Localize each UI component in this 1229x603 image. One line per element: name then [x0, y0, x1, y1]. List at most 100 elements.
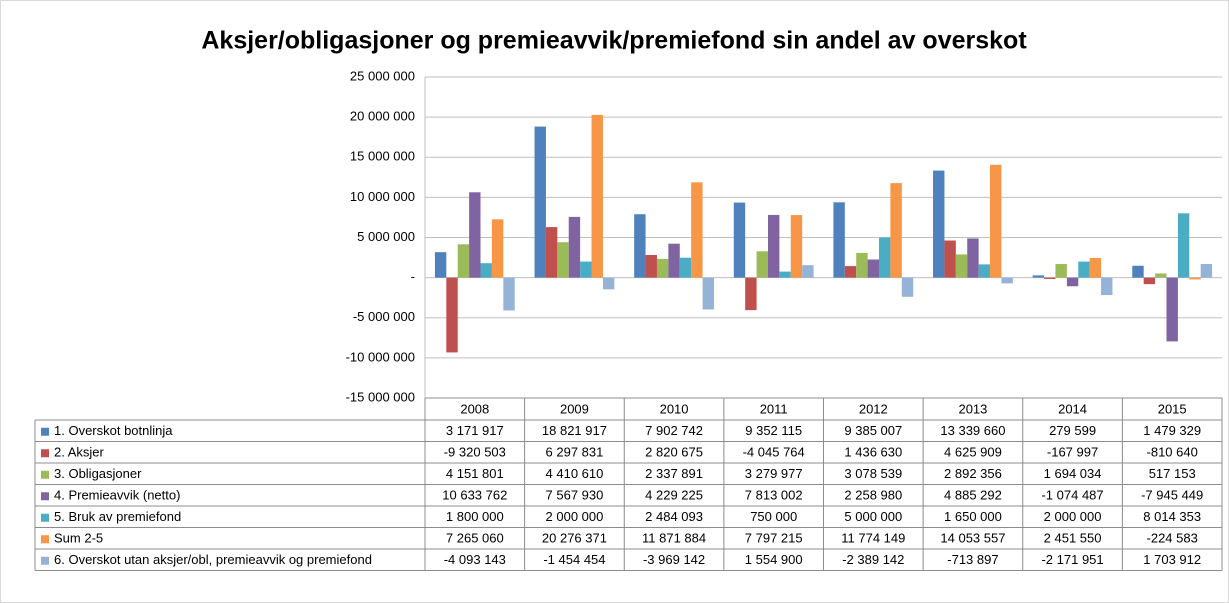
- data-label: -4 045 764: [743, 445, 805, 460]
- data-label: -2 389 142: [842, 552, 904, 567]
- data-label: 2 000 000: [1044, 509, 1102, 524]
- bar: [1066, 277, 1079, 287]
- bar: [679, 257, 692, 278]
- bar: [802, 265, 814, 278]
- data-label: 2 451 550: [1044, 531, 1102, 546]
- data-label: 2 484 093: [645, 509, 703, 524]
- bar: [1177, 213, 1190, 278]
- y-tick-label: -10 000 000: [346, 349, 415, 364]
- data-label: -1 074 487: [1041, 488, 1103, 503]
- legend-key: [41, 449, 49, 458]
- bar: [756, 251, 768, 278]
- y-tick-label: 20 000 000: [350, 109, 415, 124]
- data-label: 3 171 917: [446, 423, 504, 438]
- legend-label: 1. Overskot botnlinja: [54, 423, 173, 438]
- data-label: -1 454 454: [543, 552, 605, 567]
- bar: [469, 192, 481, 278]
- data-label: 7 265 060: [446, 531, 504, 546]
- data-label: -7 945 449: [1141, 488, 1203, 503]
- bar: [534, 126, 546, 278]
- data-label: 1 703 912: [1143, 552, 1201, 567]
- data-label: 1 436 630: [844, 445, 902, 460]
- bar: [557, 242, 569, 278]
- bar: [933, 170, 945, 278]
- bar: [1155, 273, 1167, 278]
- bar: [967, 238, 979, 278]
- data-label: 1 479 329: [1143, 423, 1201, 438]
- bar: [745, 277, 757, 311]
- x-tick-label: 2010: [660, 401, 689, 416]
- bar: [702, 277, 714, 310]
- x-tick-label: 2008: [460, 401, 489, 416]
- data-label: -224 583: [1147, 531, 1198, 546]
- bar: [1032, 275, 1045, 278]
- bar: [457, 244, 470, 278]
- y-tick-label: -: [411, 269, 415, 284]
- legend-label: 4. Premieavvik (netto): [54, 488, 180, 503]
- legend-key: [41, 513, 49, 522]
- data-label: 1 694 034: [1044, 466, 1102, 481]
- bar: [978, 264, 991, 278]
- bar: [503, 277, 515, 311]
- data-label: 517 153: [1149, 466, 1196, 481]
- data-label: -713 897: [947, 552, 998, 567]
- y-tick-label: 25 000 000: [350, 68, 415, 83]
- data-label: 11 871 884: [642, 531, 706, 546]
- bar: [1200, 263, 1213, 278]
- data-label: 10 633 762: [442, 488, 507, 503]
- data-label: 9 352 115: [745, 423, 802, 438]
- data-label: 7 902 742: [645, 423, 703, 438]
- data-label: -810 640: [1147, 445, 1198, 460]
- x-tick-label: 2012: [859, 401, 888, 416]
- bar: [656, 258, 669, 278]
- bar: [491, 219, 504, 278]
- bar: [1001, 277, 1013, 284]
- y-tick-label: 15 000 000: [350, 149, 415, 164]
- bar: [990, 164, 1002, 278]
- data-label: 7 567 930: [546, 488, 604, 503]
- data-label: 20 276 371: [542, 531, 607, 546]
- bar: [767, 214, 780, 278]
- y-tick-label: 5 000 000: [357, 229, 415, 244]
- bar: [890, 183, 902, 278]
- bar: [901, 277, 914, 297]
- data-label: -9 320 503: [444, 445, 506, 460]
- data-label: -3 969 142: [643, 552, 705, 567]
- legend-label: 2. Aksjer: [54, 445, 105, 460]
- x-tick-label: 2009: [560, 401, 589, 416]
- bar: [545, 227, 558, 278]
- data-label: 13 339 660: [940, 423, 1005, 438]
- data-label: 2 258 980: [844, 488, 902, 503]
- data-label: 11 774 149: [841, 531, 905, 546]
- data-label: 4 229 225: [645, 488, 703, 503]
- data-label: 4 625 909: [944, 445, 1002, 460]
- data-label: 7 813 002: [745, 488, 803, 503]
- y-tick-label: 10 000 000: [350, 189, 415, 204]
- bar: [645, 254, 657, 278]
- data-label: 4 885 292: [944, 488, 1002, 503]
- bar: [568, 216, 581, 278]
- bar: [1189, 277, 1201, 280]
- y-tick-label: -5 000 000: [353, 309, 415, 324]
- bar: [634, 214, 646, 278]
- data-label: 4 151 801: [446, 466, 504, 481]
- bar: [1055, 264, 1067, 278]
- x-tick-label: 2013: [958, 401, 987, 416]
- data-label: 3 279 977: [745, 466, 803, 481]
- bar: [1143, 277, 1156, 285]
- data-label: 4 410 610: [546, 466, 604, 481]
- bar: [867, 259, 880, 278]
- bar: [668, 243, 680, 278]
- chart-title: Aksjer/obligasjoner og premieavvik/premi…: [201, 27, 1027, 55]
- data-label: 5 000 000: [844, 509, 902, 524]
- bar: [1044, 277, 1056, 279]
- data-label: 18 821 917: [542, 423, 607, 438]
- data-label: 279 599: [1049, 423, 1096, 438]
- data-label: 2 000 000: [546, 509, 604, 524]
- bar: [1089, 257, 1102, 278]
- data-label: 14 053 557: [940, 531, 1005, 546]
- bar: [1078, 261, 1090, 278]
- bar: [944, 240, 956, 278]
